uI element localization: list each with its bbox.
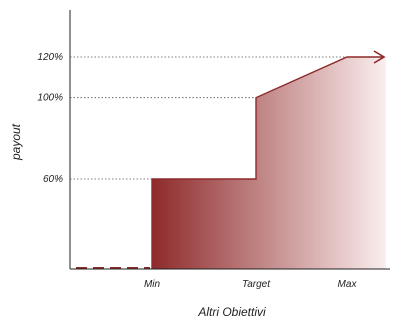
payout-area bbox=[152, 57, 386, 269]
payout-line bbox=[151, 56, 384, 269]
x-axis-label: Altri Obiettivi bbox=[197, 305, 266, 319]
y-axis-label: payout bbox=[9, 123, 23, 161]
x-tick-label: Max bbox=[338, 279, 358, 290]
y-tick-labels: 60% 100% 120% bbox=[37, 52, 63, 185]
arrow-icon bbox=[373, 50, 386, 64]
x-tick-label: Target bbox=[242, 279, 271, 290]
x-tick-labels: Min Target Max bbox=[144, 279, 358, 290]
y-tick-label: 120% bbox=[37, 52, 63, 63]
x-tick-label: Min bbox=[144, 279, 161, 290]
y-tick-label: 60% bbox=[43, 174, 63, 185]
y-tick-label: 100% bbox=[37, 93, 63, 104]
